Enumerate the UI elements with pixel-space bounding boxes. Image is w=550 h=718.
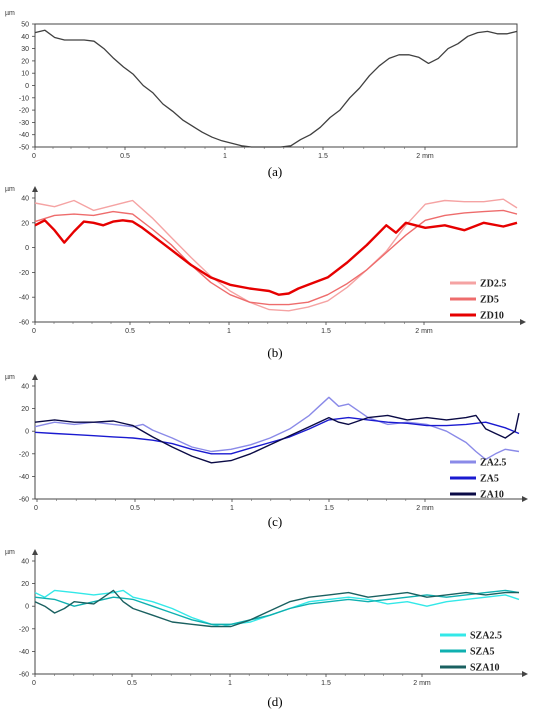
x-axis-arrow [522,496,528,502]
legend-label: SZA2.5 [470,631,502,642]
y-tick-label: -40 [19,132,29,139]
y-tick-label: 40 [21,384,29,391]
y-tick-label: -60 [19,497,29,504]
y-tick-label: 10 [21,71,29,78]
y-axis-arrow [32,374,38,380]
y-unit-label: µm [5,10,15,17]
y-tick-label: -60 [19,672,29,679]
x-tick-label: 2 mm [416,505,434,512]
x-axis-arrow [522,671,528,677]
legend-label: ZD5 [480,295,499,306]
legend-label: ZD2.5 [480,279,506,290]
y-tick-label: -50 [19,145,29,152]
legend-label: SZA5 [470,647,494,658]
plot-frame [34,23,518,148]
chart-panel-3: µm 40 20 0 -20 -40 -60 0 0.5 1 1.5 2 mm ZA2.5 ZA5 ZA10… [5,374,528,529]
y-tick-label: 40 [21,559,29,566]
y-tick-label: -60 [19,320,29,327]
y-tick-label: -40 [19,295,29,302]
series-line-za2-5 [34,396,520,461]
y-tick-label: -20 [19,270,29,277]
y-tick-label: 0 [25,429,29,436]
y-tick-label: -20 [19,626,29,633]
x-tick-label: 0 [34,505,38,512]
x-tick-label: 2 mm [413,680,431,687]
series-line-zd2-5 [34,198,518,312]
series-line-za10 [34,412,520,464]
x-tick-label: 0.5 [130,505,140,512]
legend-label: ZA2.5 [480,458,506,469]
y-tick-label: 30 [21,46,29,53]
y-tick-label: 20 [21,220,29,227]
x-tick-label: 0 [32,328,36,335]
series-line-sza10 [34,589,519,628]
panel-caption: (a) [268,164,282,179]
y-tick-label: -40 [19,474,29,481]
legend-label: SZA10 [470,663,499,674]
series-line [34,29,518,148]
y-tick-label: 20 [21,581,29,588]
panel-caption: (d) [267,694,282,709]
x-tick-label: 0 [32,680,36,687]
series-line-zd10 [34,219,518,296]
x-tick-label: 1.5 [318,153,328,160]
y-tick-label: -20 [19,108,29,115]
x-tick-label: 0 [32,153,36,160]
x-tick-label: 2 mm [415,328,433,335]
y-tick-label: 50 [21,22,29,29]
x-axis-arrow [520,319,526,325]
x-tick-label: 1.5 [321,328,331,335]
y-tick-label: -10 [19,95,29,102]
x-tick-label: 1.5 [321,680,331,687]
y-axis-arrow [32,186,38,192]
x-tick-label: 2 mm [416,153,434,160]
x-tick-label: 0.5 [120,153,130,160]
panel-caption: (b) [267,345,282,360]
panel-caption: (c) [268,514,282,529]
y-tick-label: -20 [19,451,29,458]
y-tick-label: 40 [21,196,29,203]
y-unit-label: µm [5,374,15,381]
y-unit-label: µm [5,186,15,193]
y-tick-label: 0 [25,83,29,90]
legend-label: ZA10 [480,490,504,501]
y-tick-label: 20 [21,406,29,413]
series-line-sza2-5 [34,589,520,628]
y-unit-label: µm [5,549,15,556]
x-tick-label: 0.5 [125,328,135,335]
y-axis-arrow [32,549,38,555]
series-line-sza5 [34,589,520,625]
series-line-zd5 [34,209,518,306]
x-tick-label: 1.5 [324,505,334,512]
x-tick-label: 1 [230,505,234,512]
y-tick-label: 40 [21,34,29,41]
y-tick-label: 0 [25,604,29,611]
y-tick-label: -40 [19,649,29,656]
y-tick-label: 20 [21,58,29,65]
x-tick-label: 1 [228,680,232,687]
x-tick-label: 0.5 [127,680,137,687]
legend-label: ZD10 [480,311,504,322]
series-line-za5 [34,416,520,455]
legend-label: ZA5 [480,474,499,485]
x-tick-label: 1 [223,153,227,160]
x-tick-label: 1 [227,328,231,335]
y-tick-label: 0 [25,245,29,252]
y-tick-label: -30 [19,120,29,127]
